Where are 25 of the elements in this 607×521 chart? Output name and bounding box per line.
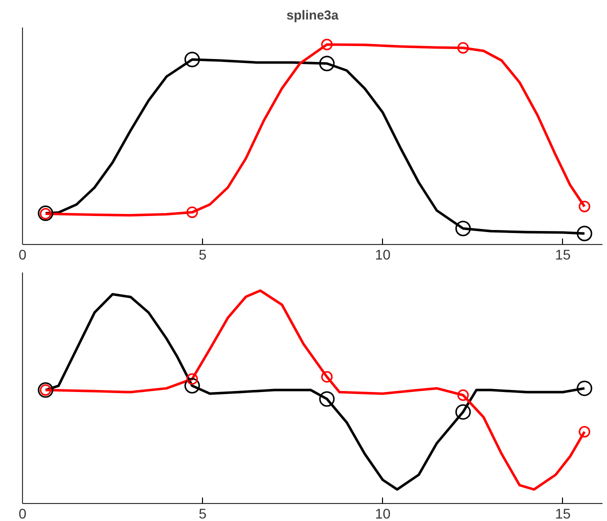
- point: [321, 371, 333, 383]
- point: [576, 226, 592, 242]
- point: [186, 373, 198, 385]
- x-tick-label: 15: [555, 246, 571, 262]
- point: [184, 52, 200, 68]
- point: [321, 38, 333, 50]
- point: [184, 378, 200, 394]
- point: [576, 380, 592, 396]
- x-tick-label: 5: [198, 246, 207, 262]
- x-tick-label: 0: [18, 506, 27, 521]
- point: [455, 404, 471, 420]
- point: [319, 56, 335, 72]
- chart-title: spline3a: [286, 8, 340, 22]
- x-tick-label: 0: [18, 246, 27, 262]
- x-tick-label: 10: [374, 246, 391, 262]
- x-tick-label: 10: [374, 506, 391, 521]
- point: [319, 391, 335, 407]
- x-tick-label: 15: [555, 506, 571, 521]
- point: [455, 220, 471, 236]
- point: [457, 389, 469, 401]
- point: [578, 200, 590, 212]
- x-tick-label: 5: [198, 506, 207, 521]
- point: [578, 426, 590, 438]
- point: [186, 206, 198, 218]
- point: [457, 42, 469, 54]
